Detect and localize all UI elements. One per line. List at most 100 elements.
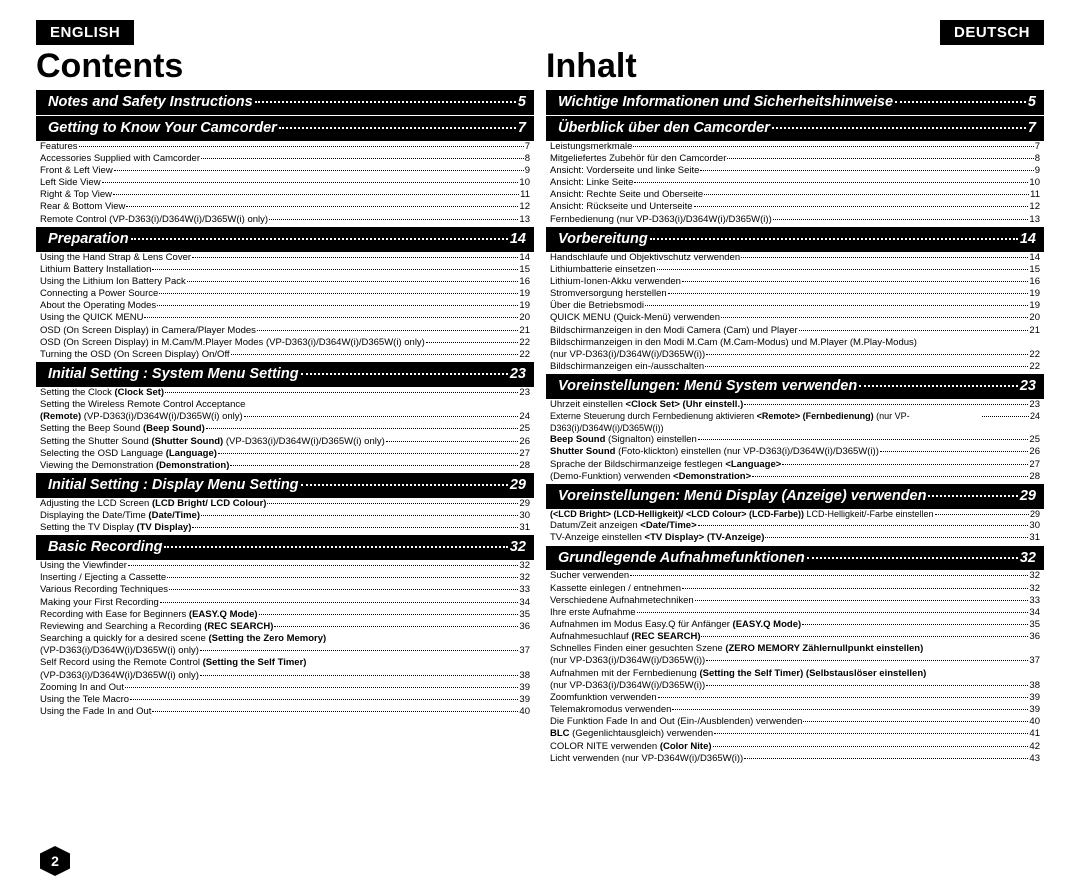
title-de: Inhalt: [546, 47, 1044, 86]
entry-page: 31: [1029, 532, 1040, 544]
toc-entry: Turning the OSD (On Screen Display) On/O…: [36, 349, 534, 361]
left-column: ENGLISH Contents Notes and Safety Instru…: [30, 20, 540, 866]
entry-page: 40: [1029, 716, 1040, 728]
section-title: Preparation: [48, 230, 129, 249]
entry-page: 23: [1029, 399, 1040, 411]
entry-title: Beep Sound (Signalton) einstellen: [550, 434, 697, 446]
entry-title: Displaying the Date/Time (Date/Time): [40, 510, 200, 522]
entry-page: 13: [519, 214, 530, 226]
entry-page: 29: [1030, 509, 1040, 521]
section-header: Vorbereitung14: [546, 227, 1044, 252]
section-page: 5: [1028, 93, 1036, 112]
entry-title: Externe Steuerung durch Fernbedienung ak…: [550, 411, 981, 434]
entry-title: Lithiumbatterie einsetzen: [550, 264, 656, 276]
section-header: Initial Setting : Display Menu Setting29: [36, 473, 534, 498]
toc-entry: Zoomfunktion verwenden39: [546, 692, 1044, 704]
section-header: Voreinstellungen: Menü Display (Anzeige)…: [546, 484, 1044, 509]
entry-page: 41: [1029, 728, 1040, 740]
entry-title: Setting the Shutter Sound (Shutter Sound…: [40, 436, 385, 448]
entry-title: (<LCD Bright> (LCD-Helligkeit)/ <LCD Col…: [550, 509, 934, 521]
entry-title: Using the Viewfinder: [40, 560, 127, 572]
entry-page: 24: [519, 411, 530, 423]
toc-entry: Uhrzeit einstellen <Clock Set> (Uhr eins…: [546, 399, 1044, 411]
entry-title: Reviewing and Searching a Recording (REC…: [40, 621, 273, 633]
entry-title: Aufnahmen im Modus Easy.Q für Anfänger (…: [550, 619, 801, 631]
entry-title: QUICK MENU (Quick-Menü) verwenden: [550, 312, 720, 324]
toc-entry: Using the Tele Macro39: [36, 694, 534, 706]
section-title: Initial Setting : Display Menu Setting: [48, 476, 299, 495]
section-title: Voreinstellungen: Menü System verwenden: [558, 377, 857, 396]
entry-page: 42: [1029, 741, 1040, 753]
section-title: Voreinstellungen: Menü Display (Anzeige)…: [558, 487, 926, 506]
section-page: 14: [510, 230, 526, 249]
entry-page: 19: [1029, 288, 1040, 300]
entry-title: Zooming In and Out: [40, 682, 124, 694]
entry-title: Remote Control (VP-D363(i)/D364W(i)/D365…: [40, 214, 268, 226]
entry-page: 9: [525, 165, 530, 177]
toc-entry: Using the QUICK MENU20: [36, 312, 534, 324]
entry-title: Zoomfunktion verwenden: [550, 692, 657, 704]
toc-entry: Die Funktion Fade In and Out (Ein-/Ausbl…: [546, 716, 1044, 728]
entry-title: Left Side View: [40, 177, 101, 189]
section-title: Überblick über den Camcorder: [558, 119, 770, 138]
entry-page: 8: [525, 153, 530, 165]
section-page: 23: [510, 365, 526, 384]
entry-page: 16: [519, 276, 530, 288]
toc-entry: Telemakromodus verwenden39: [546, 704, 1044, 716]
entry-title: Using the Hand Strap & Lens Cover: [40, 252, 191, 264]
toc-entry: Using the Hand Strap & Lens Cover 14: [36, 252, 534, 264]
entry-title: Rear & Bottom View: [40, 201, 125, 213]
entry-title: Leistungsmerkmale: [550, 141, 632, 153]
entry-page: 21: [1029, 325, 1040, 337]
section-page: 7: [518, 119, 526, 138]
toc-entry: (nur VP-D363(i)/D364W(i)/D365W(i))38: [546, 680, 1044, 692]
entry-title: Ansicht: Rechte Seite und Oberseite: [550, 189, 703, 201]
entry-page: 34: [519, 597, 530, 609]
entry-page: 27: [519, 448, 530, 460]
toc-entry: Displaying the Date/Time (Date/Time)30: [36, 510, 534, 522]
entry-title: BLC (Gegenlichtausgleich) verwenden: [550, 728, 713, 740]
entry-page: 14: [519, 252, 530, 264]
entry-title: About the Operating Modes: [40, 300, 156, 312]
entry-page: 22: [519, 349, 530, 361]
toc-entry-cont: Setting the Wireless Remote Control Acce…: [36, 399, 534, 411]
entry-page: 40: [519, 706, 530, 718]
entry-title: Handschlaufe und Objektivschutz verwende…: [550, 252, 740, 264]
entry-page: 31: [519, 522, 530, 534]
toc-entry: (nur VP-D363(i)/D364W(i)/D365W(i))37: [546, 655, 1044, 667]
section-title: Notes and Safety Instructions: [48, 93, 253, 112]
entry-page: 39: [519, 694, 530, 706]
entry-title: Front & Left View: [40, 165, 113, 177]
entry-title: Ansicht: Rückseite und Unterseite: [550, 201, 693, 213]
toc-entry-cont: Bildschirmanzeigen in den Modi M.Cam (M.…: [546, 337, 1044, 349]
entry-title: Über die Betriebsmodi: [550, 300, 644, 312]
toc-entry: Bildschirmanzeigen ein-/ausschalten22: [546, 361, 1044, 373]
toc-entry: Accessories Supplied with Camcorder8: [36, 153, 534, 165]
toc-entry: Rear & Bottom View12: [36, 201, 534, 213]
toc-entry: Kassette einlegen / entnehmen32: [546, 583, 1044, 595]
toc-entry: Making your First Recording34: [36, 597, 534, 609]
toc-entry: Ansicht: Rechte Seite und Oberseite11: [546, 189, 1044, 201]
toc-entry: OSD (On Screen Display) in M.Cam/M.Playe…: [36, 337, 534, 349]
toc-entry: OSD (On Screen Display) in Camera/Player…: [36, 325, 534, 337]
entry-title: Connecting a Power Source: [40, 288, 158, 300]
entry-page: 21: [519, 325, 530, 337]
toc-entry: Sprache der Bildschirmanzeige festlegen …: [546, 459, 1044, 471]
entry-page: 10: [519, 177, 530, 189]
entry-title: Sucher verwenden: [550, 570, 629, 582]
toc-entry-cont: Aufnahmen mit der Fernbedienung (Setting…: [546, 668, 1044, 680]
toc-entry: Using the Viewfinder32: [36, 560, 534, 572]
entry-page: 19: [519, 300, 530, 312]
entry-title: Telemakromodus verwenden: [550, 704, 671, 716]
entry-page: 32: [1029, 583, 1040, 595]
entry-page: 22: [519, 337, 530, 349]
entry-title: Ansicht: Vorderseite und linke Seite: [550, 165, 699, 177]
toc-entry: Using the Fade In and Out40: [36, 706, 534, 718]
entry-page: 25: [519, 423, 530, 435]
entry-page: 35: [519, 609, 530, 621]
entry-page: 34: [1029, 607, 1040, 619]
section-title: Initial Setting : System Menu Setting: [48, 365, 299, 384]
toc-entry: Viewing the Demonstration (Demonstration…: [36, 460, 534, 472]
entry-page: 35: [1029, 619, 1040, 631]
entry-page: 16: [1029, 276, 1040, 288]
